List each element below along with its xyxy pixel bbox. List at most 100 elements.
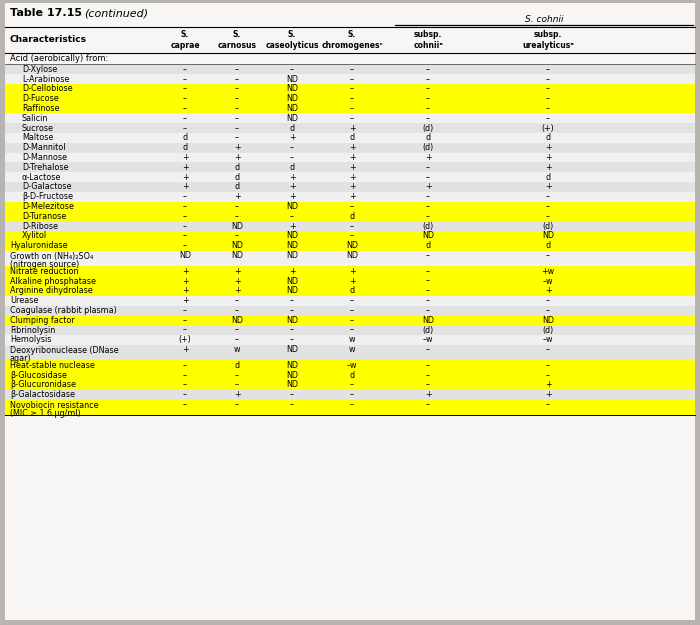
Text: –: – — [350, 114, 354, 123]
Text: d: d — [183, 143, 188, 152]
Text: –: – — [235, 114, 239, 123]
Text: –: – — [350, 94, 354, 103]
Text: –: – — [426, 114, 430, 123]
Text: +: + — [182, 163, 188, 172]
FancyBboxPatch shape — [5, 211, 695, 221]
Text: D-Ribose: D-Ribose — [22, 222, 58, 231]
Text: Urease: Urease — [10, 296, 38, 305]
Text: –: – — [350, 84, 354, 94]
Text: (d): (d) — [542, 222, 554, 231]
FancyBboxPatch shape — [5, 231, 695, 241]
Text: α-Lactose: α-Lactose — [22, 173, 62, 182]
Text: –: – — [350, 316, 354, 325]
Text: –: – — [426, 381, 430, 389]
Text: –: – — [350, 104, 354, 113]
FancyBboxPatch shape — [5, 123, 695, 133]
Text: –: – — [426, 400, 430, 409]
FancyBboxPatch shape — [5, 399, 695, 416]
Text: d: d — [234, 182, 239, 191]
Text: –: – — [183, 231, 187, 241]
Text: –: – — [546, 65, 550, 74]
Text: –: – — [183, 222, 187, 231]
Text: –: – — [350, 326, 354, 334]
FancyBboxPatch shape — [5, 251, 695, 266]
Text: Clumping factor: Clumping factor — [10, 316, 75, 325]
Text: –: – — [350, 202, 354, 211]
Text: –: – — [426, 296, 430, 305]
Text: –: – — [235, 212, 239, 221]
Text: –: – — [546, 361, 550, 370]
Text: –: – — [290, 336, 294, 344]
Text: d: d — [234, 173, 239, 182]
Text: Alkaline phosphatase: Alkaline phosphatase — [10, 277, 96, 286]
Text: D-Cellobiose: D-Cellobiose — [22, 84, 73, 94]
Text: +: + — [545, 153, 552, 162]
Text: d: d — [426, 241, 430, 250]
Text: subsp.
urealyticusᵃ: subsp. urealyticusᵃ — [522, 30, 574, 50]
Text: –: – — [546, 400, 550, 409]
Text: –: – — [183, 202, 187, 211]
Text: –: – — [183, 114, 187, 123]
Text: d: d — [349, 212, 355, 221]
Text: +: + — [288, 222, 295, 231]
Text: +: + — [182, 286, 188, 296]
Text: w: w — [349, 336, 355, 344]
Text: –: – — [235, 84, 239, 94]
Text: –: – — [290, 390, 294, 399]
Text: ND: ND — [422, 231, 434, 241]
Text: S.
caseolyticus: S. caseolyticus — [265, 30, 318, 50]
Text: +: + — [182, 173, 188, 182]
Text: +: + — [288, 173, 295, 182]
FancyBboxPatch shape — [5, 361, 695, 370]
Text: (MIC ≥ 1.6 µg/ml): (MIC ≥ 1.6 µg/ml) — [10, 409, 80, 418]
Text: –: – — [235, 296, 239, 305]
Text: –: – — [290, 400, 294, 409]
Text: (+): (+) — [178, 336, 191, 344]
Text: D-Trehalose: D-Trehalose — [22, 163, 69, 172]
FancyBboxPatch shape — [5, 276, 695, 286]
Text: β-Galactosidase: β-Galactosidase — [10, 390, 75, 399]
Text: –: – — [350, 390, 354, 399]
Text: Hemolysis: Hemolysis — [10, 336, 51, 344]
Text: –: – — [235, 400, 239, 409]
Text: –: – — [290, 65, 294, 74]
Text: +: + — [425, 182, 431, 191]
FancyBboxPatch shape — [5, 114, 695, 123]
Text: agar): agar) — [10, 354, 32, 362]
FancyBboxPatch shape — [5, 94, 695, 104]
Text: +: + — [288, 182, 295, 191]
Text: +: + — [182, 296, 188, 305]
Text: β-Glucuronidase: β-Glucuronidase — [10, 381, 76, 389]
Text: –: – — [290, 296, 294, 305]
Text: +: + — [545, 143, 552, 152]
Text: Arginine dihydrolase: Arginine dihydrolase — [10, 286, 92, 296]
Text: Novobiocin resistance: Novobiocin resistance — [10, 401, 99, 410]
Text: d: d — [545, 241, 551, 250]
Text: (d): (d) — [542, 326, 554, 334]
FancyBboxPatch shape — [5, 380, 695, 390]
Text: +: + — [234, 153, 240, 162]
Text: –: – — [290, 326, 294, 334]
Text: –: – — [235, 306, 239, 315]
Text: (d): (d) — [422, 143, 433, 152]
Text: ND: ND — [286, 381, 298, 389]
Text: –w: –w — [346, 361, 357, 370]
Text: –w: –w — [542, 277, 553, 286]
Text: Maltose: Maltose — [22, 134, 53, 142]
Text: +: + — [182, 182, 188, 191]
Text: β-Glucosidase: β-Glucosidase — [10, 371, 67, 379]
Text: D-Mannitol: D-Mannitol — [22, 143, 66, 152]
Text: –: – — [426, 286, 430, 296]
Text: ND: ND — [422, 316, 434, 325]
Text: –: – — [290, 212, 294, 221]
FancyBboxPatch shape — [5, 221, 695, 231]
Text: Raffinose: Raffinose — [22, 104, 60, 113]
FancyBboxPatch shape — [5, 286, 695, 296]
Text: Sucrose: Sucrose — [22, 124, 54, 132]
Text: D-Melezitose: D-Melezitose — [22, 202, 74, 211]
Text: –: – — [426, 65, 430, 74]
FancyBboxPatch shape — [5, 3, 695, 620]
Text: –: – — [235, 202, 239, 211]
Text: (d): (d) — [422, 326, 433, 334]
Text: ND: ND — [286, 277, 298, 286]
